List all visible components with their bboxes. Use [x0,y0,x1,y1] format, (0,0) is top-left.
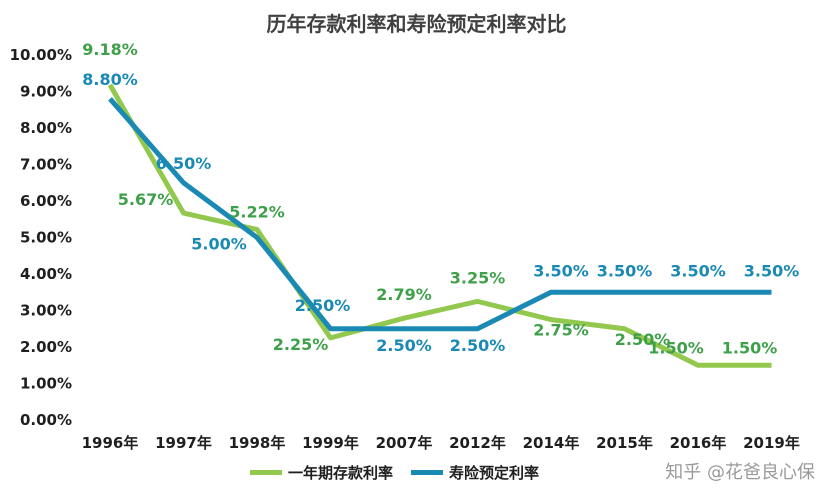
x-tick-label: 1998年 [229,434,286,452]
x-tick-label: 2015年 [596,434,653,452]
y-tick-label: 8.00% [20,119,72,137]
x-tick-label: 1999年 [302,434,359,452]
y-tick-label: 2.00% [20,338,72,356]
series-line-insurance [108,97,772,332]
data-label-insurance: 2.50% [450,336,506,355]
legend: 一年期存款利率 寿险预定利率 [250,462,539,483]
legend-item-deposit: 一年期存款利率 [250,462,393,483]
data-label-insurance: 2.50% [295,296,351,315]
data-label-deposit: 5.67% [118,190,174,209]
x-tick-label: 2014年 [523,434,580,452]
x-tick-label: 1997年 [155,434,212,452]
data-label-deposit: 2.79% [376,285,432,304]
data-label-insurance: 5.00% [191,235,247,254]
y-tick-label: 4.00% [20,265,72,283]
y-tick-label: 5.00% [20,229,72,247]
x-tick-label: 1996年 [82,434,139,452]
data-label-deposit: 1.50% [722,338,778,357]
legend-swatch-deposit [250,470,282,475]
y-tick-label: 3.00% [20,302,72,320]
data-label-insurance: 3.50% [533,261,589,280]
data-label-insurance: 3.50% [744,261,800,280]
legend-label-deposit: 一年期存款利率 [288,464,394,482]
y-tick-label: 9.00% [20,83,72,101]
data-label-deposit: 1.50% [648,338,704,357]
watermark: 知乎 @花爸良心保 [665,462,815,483]
y-tick-label: 1.00% [20,375,72,393]
data-label-deposit: 2.25% [273,335,329,354]
data-label-insurance: 3.50% [670,261,726,280]
series-line-deposit [107,83,772,368]
data-label-insurance: 3.50% [597,261,653,280]
chart-title: 历年存款利率和寿险预定利率对比 [266,12,567,36]
x-tick-label: 2012年 [449,434,506,452]
legend-item-insurance: 寿险预定利率 [411,462,539,483]
data-label-insurance: 6.50% [156,154,212,173]
x-tick-label: 2007年 [376,434,433,452]
data-label-deposit: 2.75% [533,321,589,340]
data-label-insurance: 8.80% [82,70,138,89]
legend-swatch-insurance [411,470,444,475]
data-label-deposit: 9.18% [82,40,138,59]
x-tick-label: 2016年 [670,434,727,452]
data-label-deposit: 5.22% [229,202,285,221]
x-tick-label: 2019年 [743,434,800,452]
y-tick-label: 7.00% [20,156,72,174]
legend-label-insurance: 寿险预定利率 [449,464,540,482]
y-tick-label: 10.00% [10,46,72,64]
y-tick-label: 6.00% [20,192,72,210]
y-tick-label: 0.00% [20,411,72,429]
data-label-deposit: 3.25% [450,268,506,287]
data-label-insurance: 2.50% [376,336,432,355]
data-label-deposit: 2.50% [615,330,671,349]
